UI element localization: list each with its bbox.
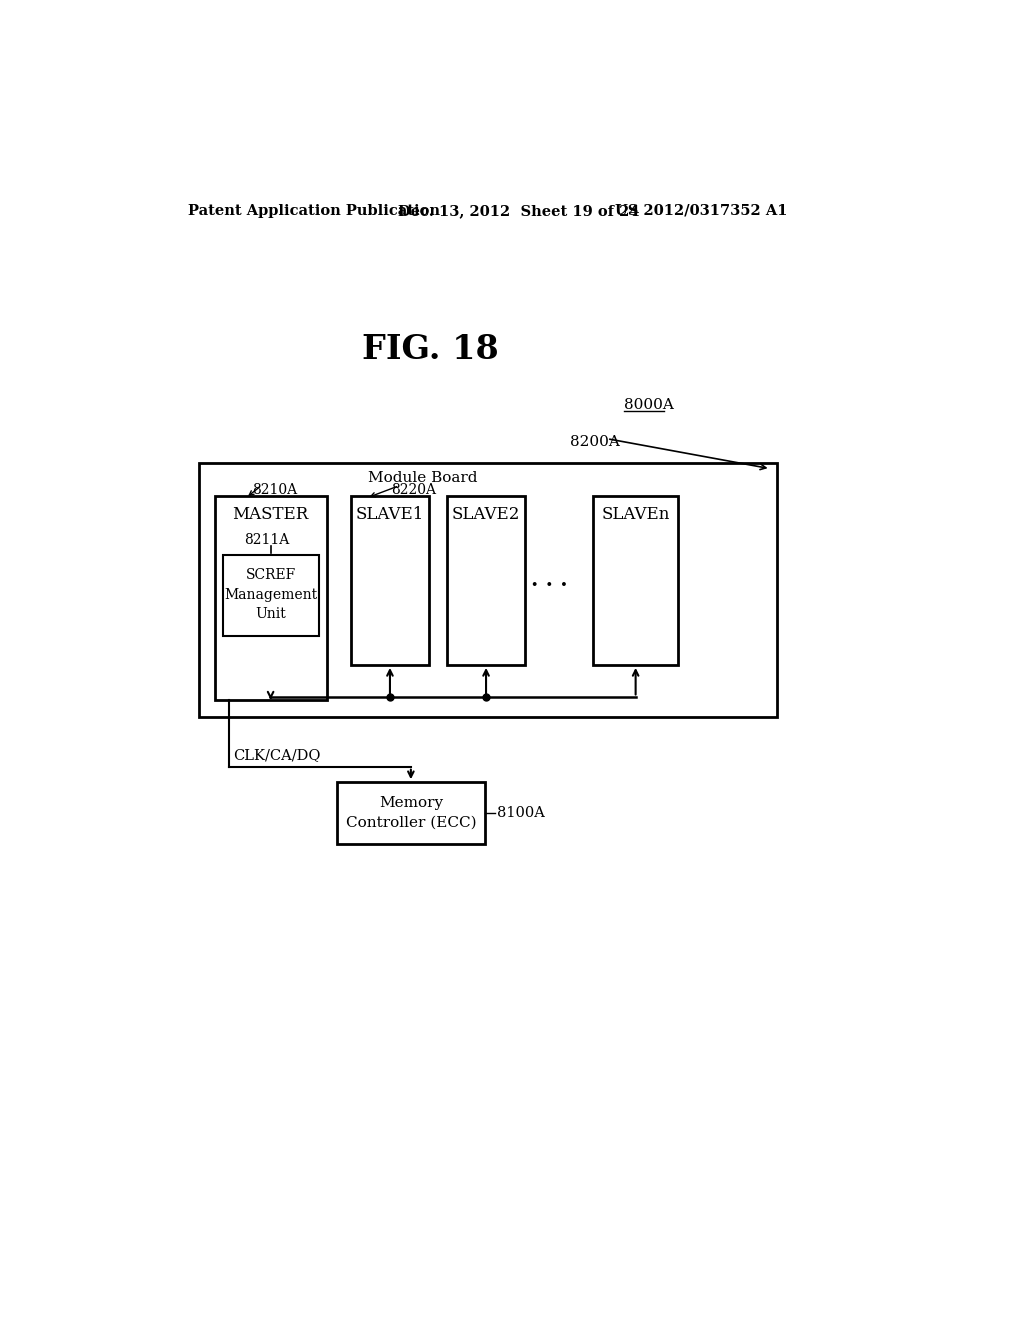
Text: SLAVE2: SLAVE2 [452,507,520,524]
Text: CLK/CA/DQ: CLK/CA/DQ [232,748,321,762]
Text: Patent Application Publication: Patent Application Publication [188,203,440,218]
Text: Dec. 13, 2012  Sheet 19 of 24: Dec. 13, 2012 Sheet 19 of 24 [397,203,639,218]
Bar [593,496,678,665]
Text: 8100A: 8100A [497,807,545,820]
Bar [200,462,776,717]
Text: FIG. 18: FIG. 18 [361,333,499,366]
Text: SLAVE1: SLAVE1 [355,507,424,524]
Bar [222,554,319,636]
Bar [215,496,328,700]
Text: US 2012/0317352 A1: US 2012/0317352 A1 [614,203,787,218]
Bar [351,496,429,665]
Text: Memory
Controller (ECC): Memory Controller (ECC) [345,796,476,830]
Text: . . .: . . . [531,570,568,590]
Text: Module Board: Module Board [368,471,477,484]
Text: 8200A: 8200A [569,434,620,449]
Text: SCREF
Management
Unit: SCREF Management Unit [224,569,317,622]
Text: 8210A: 8210A [252,483,297,496]
Text: 8211A: 8211A [244,533,290,548]
Text: SLAVEn: SLAVEn [601,507,670,524]
Text: MASTER: MASTER [232,507,308,524]
Text: 8000A: 8000A [624,397,674,412]
Bar [447,496,524,665]
Text: 8220A: 8220A [391,483,436,496]
Bar [337,781,484,843]
